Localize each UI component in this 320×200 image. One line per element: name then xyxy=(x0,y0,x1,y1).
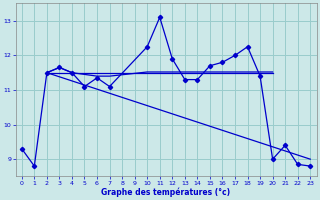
X-axis label: Graphe des températures (°c): Graphe des températures (°c) xyxy=(101,187,231,197)
